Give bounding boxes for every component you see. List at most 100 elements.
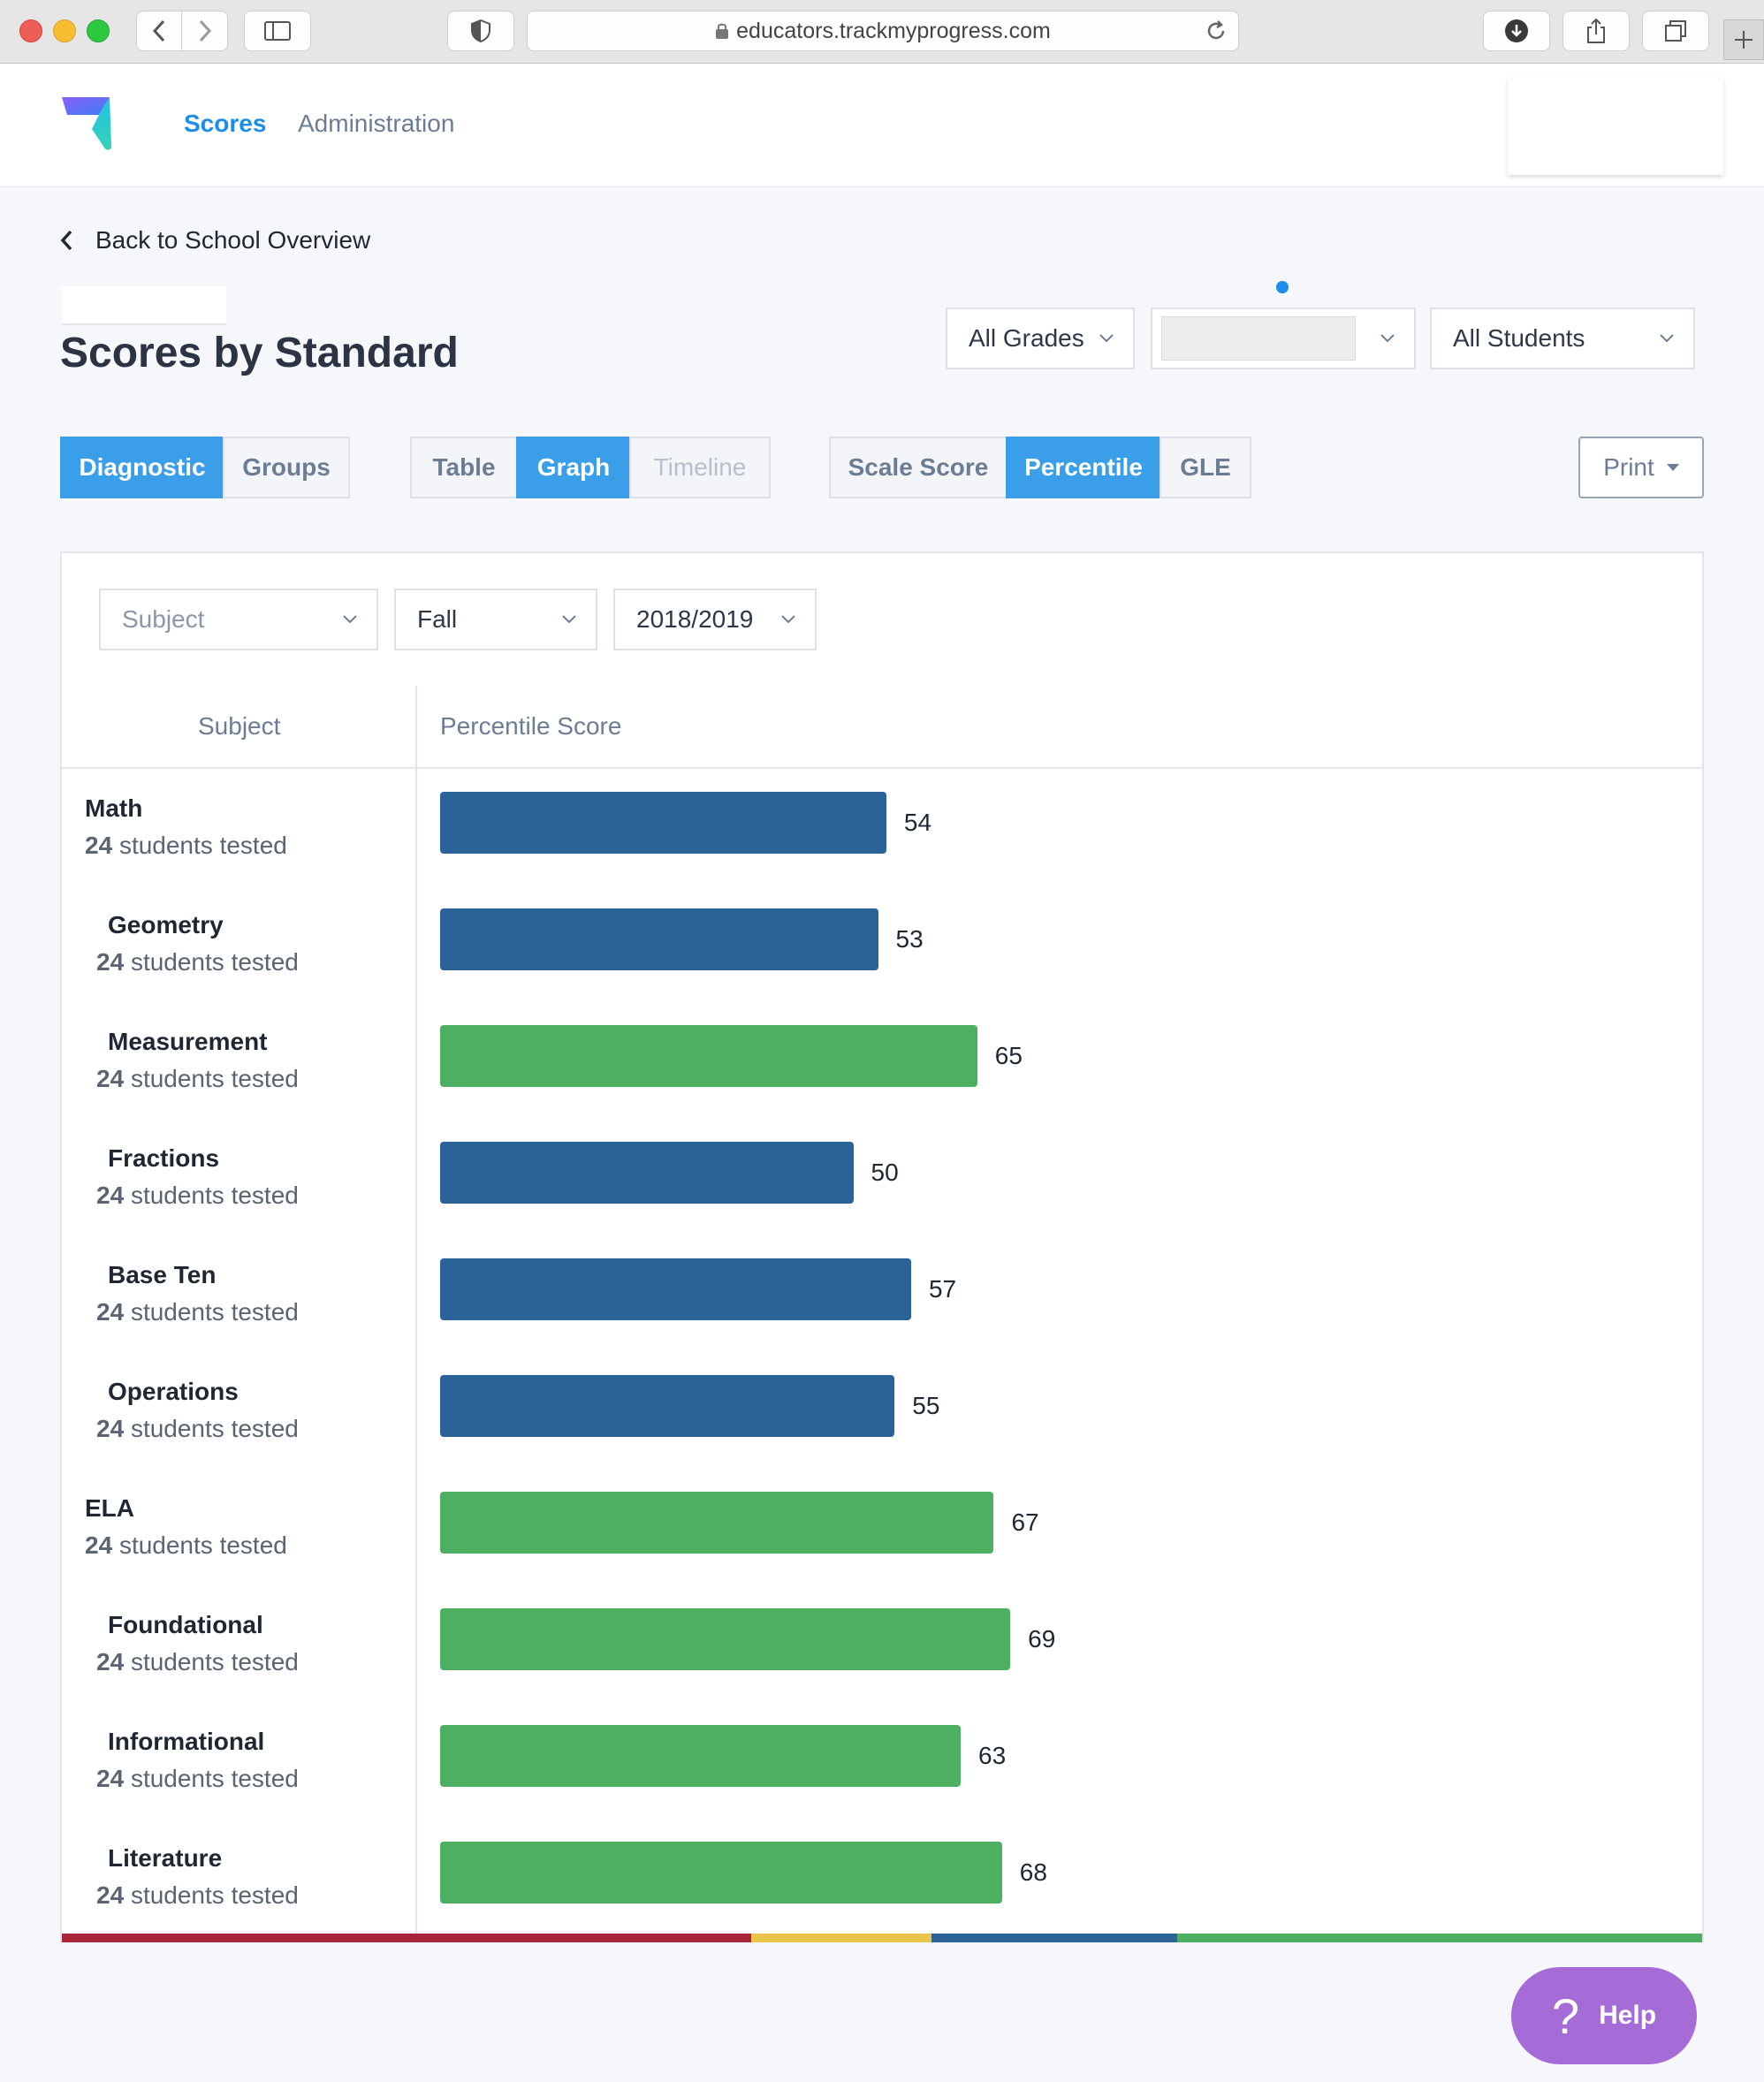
year-select-value: 2018/2019	[636, 605, 754, 633]
view-toggle: Table Graph Timeline	[410, 437, 771, 498]
back-link-label: Back to School Overview	[95, 226, 371, 254]
tab-table[interactable]: Table	[410, 437, 518, 498]
zoom-window-button[interactable]	[87, 19, 110, 42]
score-value-label: 50	[871, 1159, 899, 1186]
subject-name[interactable]: ELA	[85, 1494, 134, 1522]
performance-band-segment	[931, 1934, 1178, 1942]
print-button-label: Print	[1603, 453, 1654, 481]
students-tested-suffix: students tested	[118, 832, 287, 859]
print-button[interactable]: Print	[1578, 437, 1704, 498]
score-bar[interactable]	[440, 1142, 854, 1204]
students-tested-suffix: students tested	[130, 948, 299, 976]
students-tested-count: 24 students tested	[96, 1060, 299, 1098]
students-tested-suffix: students tested	[130, 1415, 299, 1442]
browser-forward-button[interactable]	[182, 11, 228, 51]
tab-percentile[interactable]: Percentile	[1006, 437, 1161, 498]
grade-select[interactable]: All Grades	[946, 308, 1135, 369]
tab-scale-score[interactable]: Scale Score	[829, 437, 1007, 498]
class-select-value	[1161, 316, 1356, 361]
score-bar[interactable]	[440, 1725, 962, 1787]
score-bar[interactable]	[440, 1608, 1011, 1670]
students-tested-count: 24 students tested	[96, 1410, 299, 1448]
downloads-button[interactable]	[1483, 11, 1550, 51]
score-bar[interactable]	[440, 1375, 895, 1437]
privacy-report-button[interactable]	[447, 11, 514, 51]
column-divider	[415, 686, 417, 1937]
subject-filter-placeholder: Subject	[122, 605, 205, 633]
tab-groups[interactable]: Groups	[223, 437, 350, 498]
help-button[interactable]: ? Help	[1511, 1967, 1697, 2064]
score-bar[interactable]	[440, 908, 878, 970]
score-bar[interactable]	[440, 1842, 1002, 1903]
subject-row-label: Geometry 24 students tested	[62, 907, 299, 981]
shield-icon	[471, 19, 490, 42]
title-tab	[62, 286, 226, 325]
tab-timeline[interactable]: Timeline	[629, 437, 771, 498]
chevron-left-icon	[60, 230, 72, 251]
back-to-school-overview-link[interactable]: Back to School Overview	[60, 226, 370, 255]
user-menu-box[interactable]	[1508, 78, 1723, 175]
tab-overview-button[interactable]	[1642, 11, 1709, 51]
page-title: Scores by Standard	[60, 330, 459, 376]
subject-filter-select[interactable]: Subject	[99, 589, 378, 650]
share-button[interactable]	[1563, 11, 1630, 51]
students-tested-number: 24	[96, 1182, 125, 1209]
chevron-down-icon	[1660, 334, 1674, 343]
app-logo[interactable]	[60, 95, 113, 152]
close-window-button[interactable]	[19, 19, 42, 42]
students-tested-number: 24	[96, 1298, 125, 1326]
subject-name[interactable]: Informational	[108, 1728, 265, 1755]
subject-name[interactable]: Math	[85, 794, 143, 822]
address-bar[interactable]: educators.trackmyprogress.com	[527, 11, 1239, 51]
reload-icon[interactable]	[1205, 19, 1228, 42]
subject-name[interactable]: Foundational	[108, 1611, 263, 1638]
subject-row-label: Base Ten 24 students tested	[62, 1257, 299, 1331]
browser-back-button[interactable]	[136, 11, 182, 51]
class-select[interactable]	[1151, 308, 1416, 369]
share-icon	[1587, 18, 1605, 43]
subject-name[interactable]: Operations	[108, 1378, 239, 1405]
subject-name[interactable]: Geometry	[108, 911, 224, 938]
students-tested-count: 24 students tested	[96, 1294, 299, 1331]
subject-row-label: ELA 24 students tested	[62, 1490, 287, 1564]
tab-graph[interactable]: Graph	[516, 437, 631, 498]
students-tested-suffix: students tested	[130, 1298, 299, 1326]
tab-diagnostic[interactable]: Diagnostic	[60, 437, 224, 498]
score-value-label: 57	[928, 1275, 957, 1303]
help-label: Help	[1599, 2001, 1657, 2030]
subject-row-label: Foundational 24 students tested	[62, 1607, 299, 1681]
new-tab-button[interactable]	[1723, 19, 1764, 60]
score-bar[interactable]	[440, 792, 886, 854]
chevron-down-icon	[1099, 334, 1114, 343]
download-icon	[1505, 19, 1528, 42]
subject-name[interactable]: Measurement	[108, 1028, 268, 1055]
score-bar[interactable]	[440, 1492, 994, 1554]
column-header-subject: Subject	[198, 712, 281, 740]
sidebar-toggle-button[interactable]	[244, 11, 311, 51]
tab-gle[interactable]: GLE	[1160, 437, 1251, 498]
subject-name[interactable]: Literature	[108, 1844, 223, 1872]
score-bar[interactable]	[440, 1025, 977, 1087]
minimize-window-button[interactable]	[53, 19, 76, 42]
scores-panel: Subject Fall 2018/2019 Subject Percentil…	[60, 551, 1704, 1942]
subject-name[interactable]: Fractions	[108, 1144, 220, 1172]
subject-row-label: Math 24 students tested	[62, 790, 287, 864]
nav-scores[interactable]: Scores	[184, 110, 267, 137]
score-value-label: 68	[1019, 1858, 1047, 1886]
subject-name[interactable]: Base Ten	[108, 1261, 217, 1288]
sidebar-icon	[264, 21, 291, 41]
score-value-label: 69	[1028, 1625, 1056, 1653]
students-tested-number: 24	[96, 1881, 125, 1909]
performance-band-segment	[1177, 1934, 1702, 1942]
nav-administration[interactable]: Administration	[298, 110, 455, 137]
chevron-down-icon	[562, 615, 576, 624]
year-select[interactable]: 2018/2019	[613, 589, 817, 650]
season-select[interactable]: Fall	[394, 589, 597, 650]
subject-row-label: Informational 24 students tested	[62, 1723, 299, 1797]
students-tested-count: 24 students tested	[96, 1760, 299, 1797]
students-tested-number: 24	[96, 1648, 125, 1675]
chevron-down-icon	[1380, 334, 1395, 343]
students-select[interactable]: All Students	[1430, 308, 1695, 369]
students-tested-suffix: students tested	[130, 1648, 299, 1675]
score-bar[interactable]	[440, 1258, 911, 1320]
